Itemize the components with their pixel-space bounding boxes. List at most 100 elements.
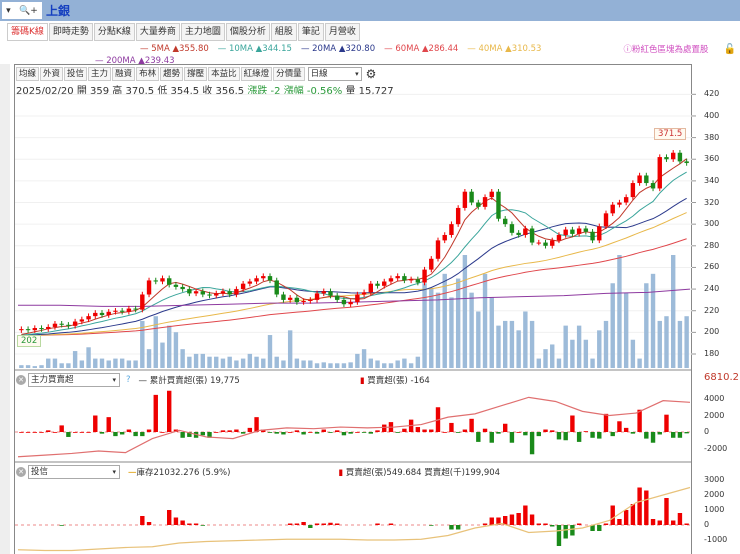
low-label: 低 [157, 86, 168, 97]
main-force-bar [449, 422, 454, 432]
trust-bar [637, 487, 642, 525]
main-force-bar [455, 432, 461, 433]
change-label: 漲跌 [247, 86, 268, 97]
volume-bar [39, 365, 44, 368]
candle-body [657, 157, 662, 189]
volume-bar [220, 358, 226, 368]
trust-bar [610, 505, 615, 525]
tab-1[interactable]: 即時走勢 [48, 23, 93, 41]
volume-bar [79, 360, 85, 368]
toolbar-button-0[interactable]: 均線 [16, 67, 40, 81]
volume-bar [254, 356, 259, 368]
trust-bar [187, 523, 192, 525]
volume-bar [240, 358, 246, 368]
volume-bar [395, 360, 400, 368]
trust-bar [301, 522, 306, 525]
ma-legend-40ma: — 40MA ▲310.53 [467, 44, 541, 54]
settings-gear-icon[interactable]: ⚙ [365, 67, 377, 81]
volume-bar [375, 360, 380, 368]
pct-label: 漲幅 [283, 86, 304, 97]
volume-bar [617, 255, 622, 368]
candle-body [160, 278, 165, 282]
toolbar-button-2[interactable]: 投信 [64, 67, 88, 81]
tab-7[interactable]: 筆記 [297, 23, 324, 41]
trust-bar [375, 523, 380, 525]
dropdown-icon[interactable]: ▾ [6, 5, 11, 16]
main-force-bar [66, 432, 71, 437]
volume-bar [348, 362, 353, 368]
volume-bar [684, 316, 689, 368]
stock-search-control[interactable]: ▾ 🔍+ [2, 2, 42, 19]
toolbar-button-10[interactable]: 分價量 [273, 67, 305, 81]
volume-bar [126, 360, 132, 368]
main-force-bar [93, 415, 98, 432]
volume-bar [321, 362, 326, 368]
main-force-bar [234, 429, 239, 432]
indicator-select[interactable]: 投信 [28, 465, 120, 479]
trust-bar [294, 523, 300, 525]
candle-body [583, 228, 589, 232]
candle-body [267, 276, 273, 281]
toolbar-button-8[interactable]: 本益比 [208, 67, 240, 81]
trust-bar [314, 523, 320, 525]
trust-bar [193, 523, 199, 525]
candle-body [126, 308, 132, 312]
toolbar-button-7[interactable]: 撐壓 [184, 67, 208, 81]
trust-bar [529, 514, 535, 525]
volume-bar [543, 349, 548, 368]
price-tick-label: 240 [704, 284, 720, 294]
volume-bar [429, 287, 434, 368]
title-bar: ▾ 🔍+ 上銀 [0, 0, 740, 21]
main-force-bar [314, 432, 320, 434]
tab-3[interactable]: 大量券商 [135, 23, 180, 41]
tab-6[interactable]: 組股 [270, 23, 297, 41]
toolbar-button-1[interactable]: 外資 [40, 67, 64, 81]
magnifier-plus-icon[interactable]: 🔍+ [19, 5, 38, 16]
tab-0[interactable]: 籌碼K線 [7, 23, 48, 41]
candle-body [301, 300, 306, 303]
close-panel-icon[interactable]: ✕ [16, 467, 26, 477]
volume-bar [462, 255, 468, 368]
candle-body [52, 323, 58, 327]
candle-body [355, 294, 360, 303]
trust-panel-header: ✕ 投信 —庫存21032.276 (5.9%) ▮ 買賣超(張)549.684… [16, 465, 500, 479]
volume-bar [294, 358, 300, 368]
candle-body [308, 299, 313, 301]
toolbar-button-3[interactable]: 主力 [88, 67, 112, 81]
tab-8[interactable]: 月營收 [324, 23, 360, 41]
trust-bar [146, 522, 152, 525]
price-tick-label: 380 [704, 132, 720, 142]
volume-bar [207, 356, 212, 368]
main-force-bar [180, 432, 185, 438]
main-force-bar [482, 428, 488, 432]
candle-body [93, 312, 98, 317]
period-select[interactable]: 日線 [307, 67, 362, 81]
price-tick-label: 420 [704, 89, 720, 99]
tab-2[interactable]: 分點K線 [93, 23, 135, 41]
volume-bar [442, 273, 447, 368]
close-panel-icon[interactable]: ✕ [16, 375, 26, 385]
help-icon[interactable]: ? [126, 375, 131, 385]
price-tick-label: 400 [704, 110, 720, 120]
toolbar-button-4[interactable]: 融資 [112, 67, 136, 81]
candle-body [644, 175, 649, 184]
volume-bar [180, 349, 185, 368]
left-scrollbar[interactable] [0, 64, 10, 554]
toolbar-button-9[interactable]: 紅綠燈 [240, 67, 273, 81]
toolbar-button-6[interactable]: 趨勢 [160, 67, 184, 81]
trust-bar [677, 513, 683, 525]
cumulative-line [17, 396, 691, 458]
candle-body [435, 240, 441, 259]
volume-bar [361, 349, 367, 368]
ma20-line [21, 197, 687, 336]
candle-body [489, 191, 494, 198]
main-force-bar [126, 429, 132, 432]
trust-bar [180, 520, 185, 525]
toolbar-button-5[interactable]: 布林 [136, 67, 160, 81]
indicator-select[interactable]: 主力買賣超 [28, 373, 120, 387]
lock-icon[interactable]: 🔓 [723, 43, 736, 55]
tab-4[interactable]: 主力地圖 [180, 23, 225, 41]
tab-5[interactable]: 個股分析 [225, 23, 270, 41]
main-force-bar [133, 432, 138, 437]
